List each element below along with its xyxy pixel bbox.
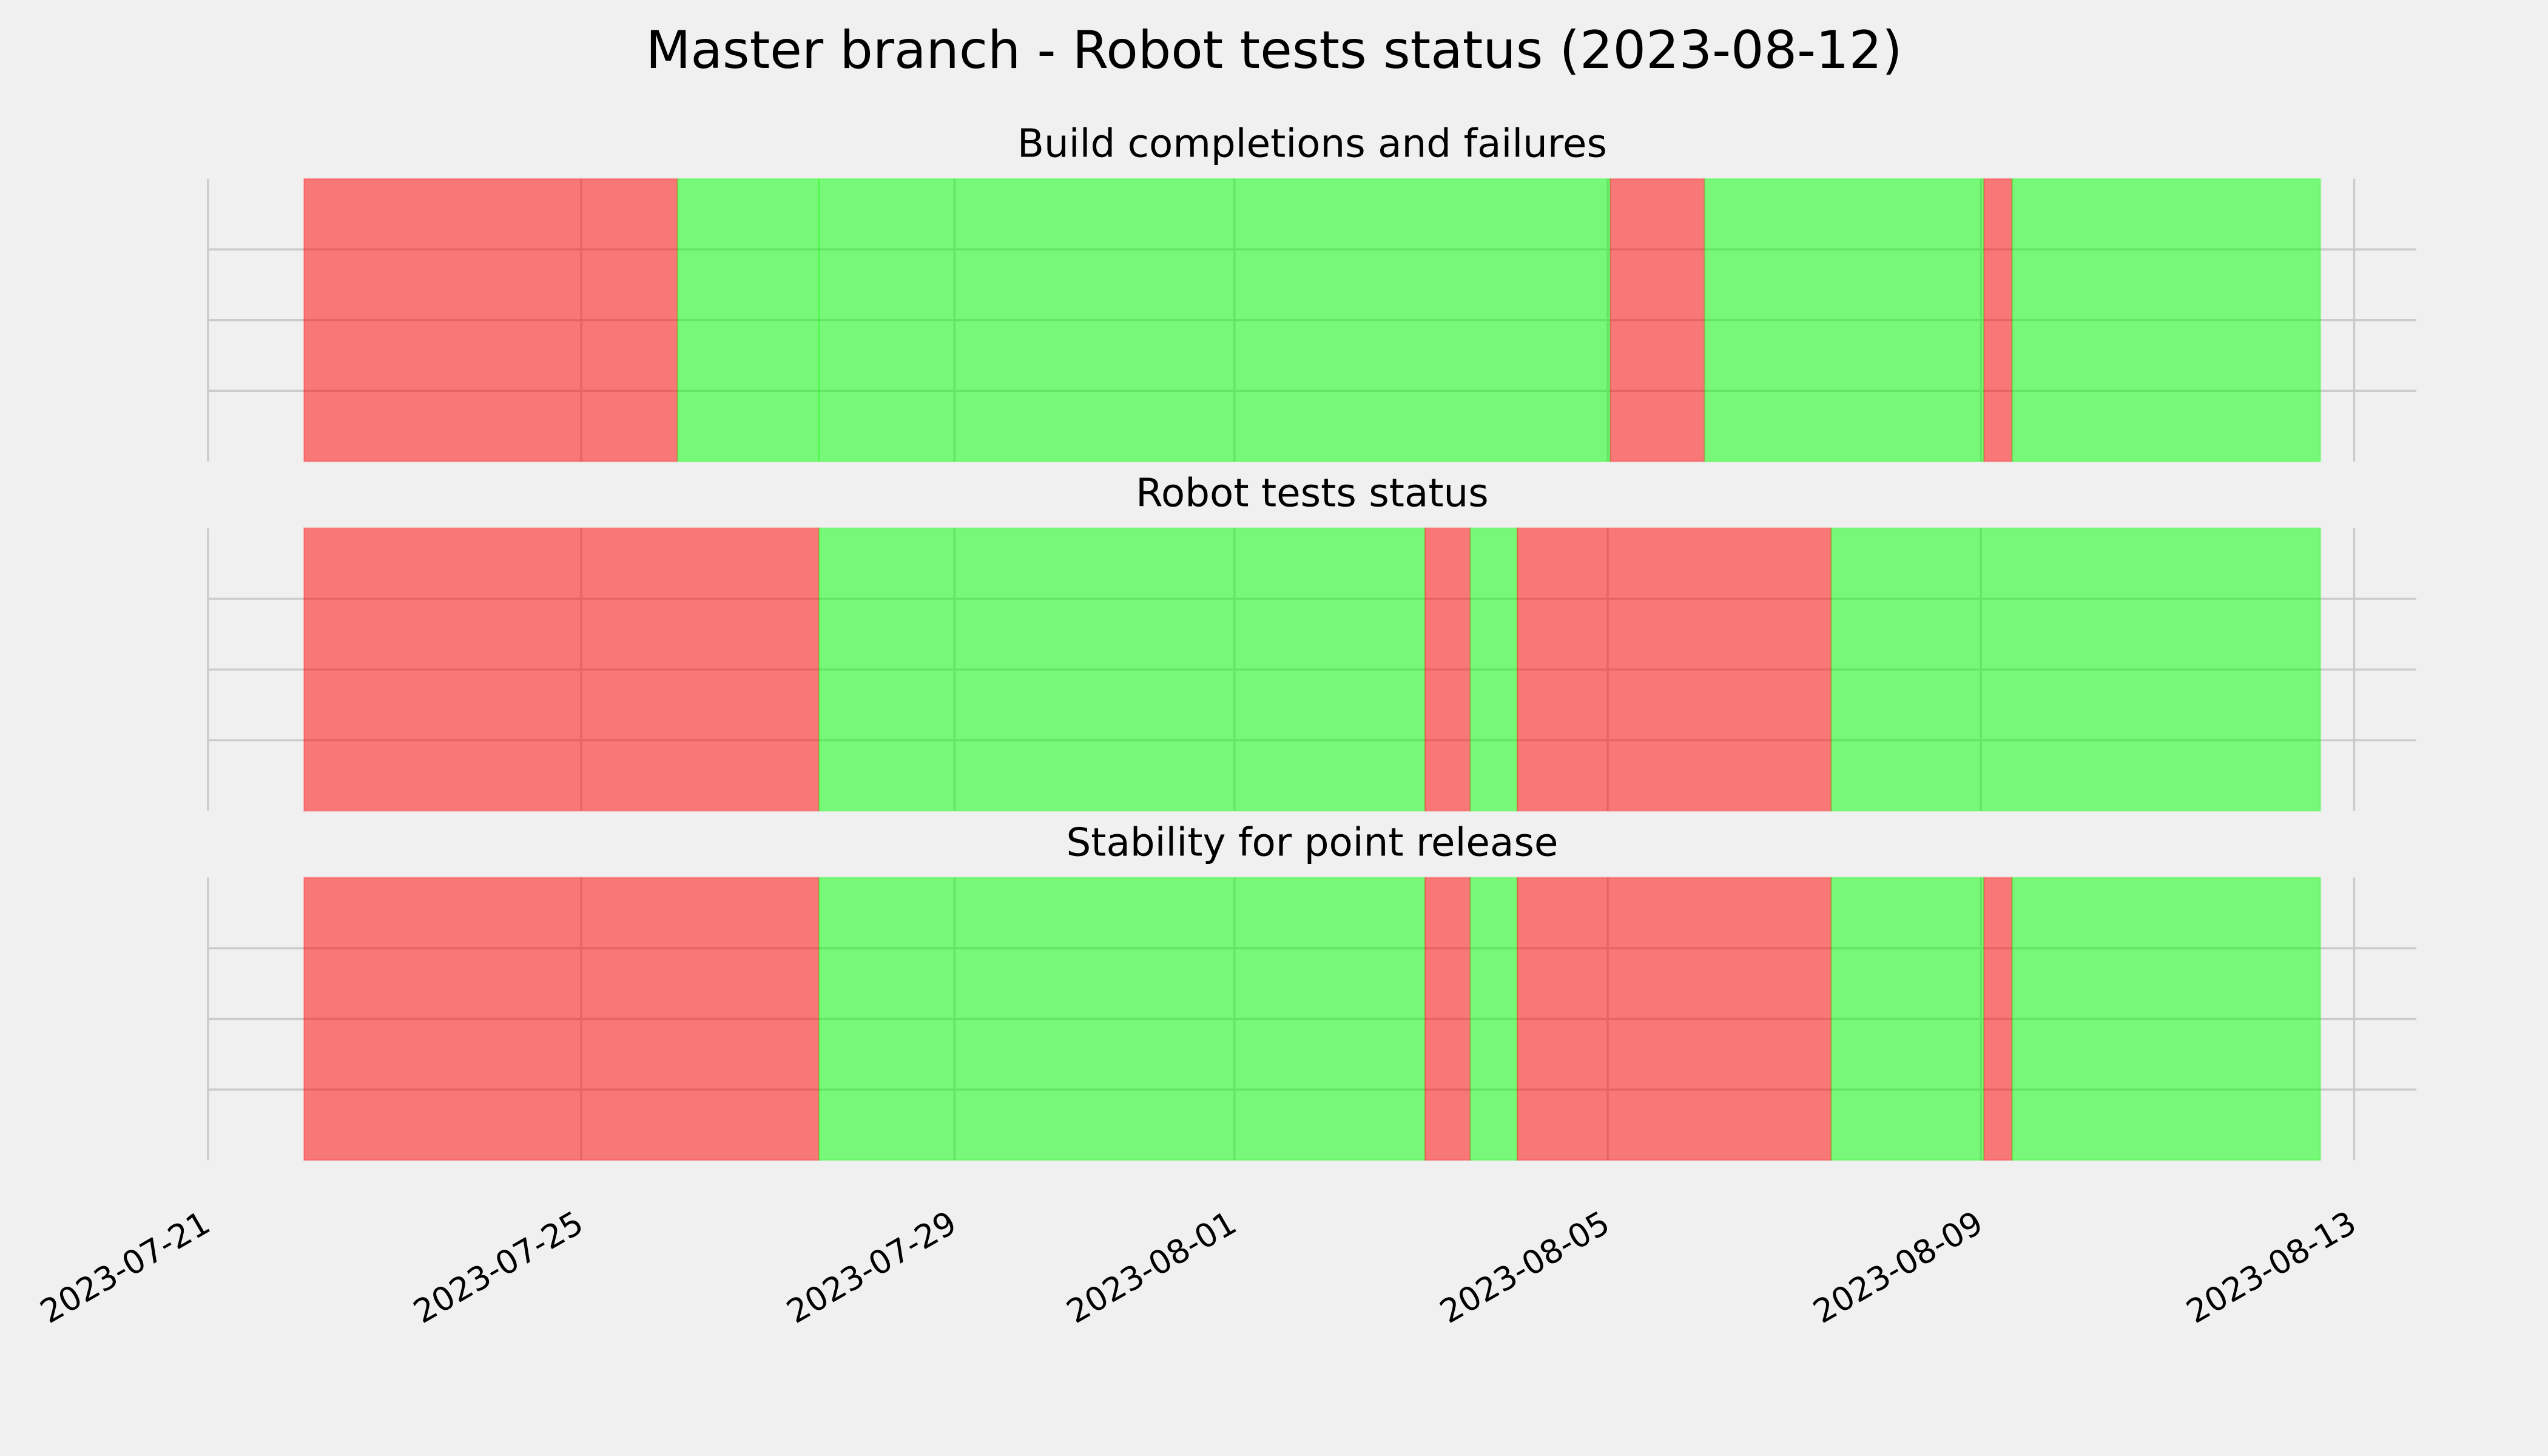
- status-span: [1424, 877, 1471, 1161]
- panel-title: Build completions and failures: [1017, 121, 1607, 167]
- status-span: [1830, 527, 2322, 812]
- status-span: [1983, 178, 2013, 463]
- status-span: [303, 527, 820, 812]
- status-span: [1469, 877, 1518, 1161]
- status-span: [1983, 877, 2013, 1161]
- panel-title: Stability for point release: [1067, 820, 1559, 865]
- status-span: [1516, 877, 1832, 1161]
- status-span: [818, 877, 1426, 1161]
- status-span: [1469, 527, 1518, 812]
- status-span: [818, 527, 1426, 812]
- status-span: [676, 178, 820, 463]
- panel-title: Robot tests status: [1136, 471, 1489, 516]
- status-span: [2011, 877, 2322, 1161]
- status-span: [1516, 527, 1832, 812]
- status-span: [303, 877, 820, 1161]
- status-span: [1830, 877, 1985, 1161]
- status-span: [1704, 178, 1985, 463]
- status-span: [303, 178, 679, 463]
- status-span: [2011, 178, 2322, 463]
- status-span: [818, 178, 1611, 463]
- status-span: [1424, 527, 1471, 812]
- status-span: [1609, 178, 1706, 463]
- chart-title: Master branch - Robot tests status (2023…: [645, 20, 1902, 81]
